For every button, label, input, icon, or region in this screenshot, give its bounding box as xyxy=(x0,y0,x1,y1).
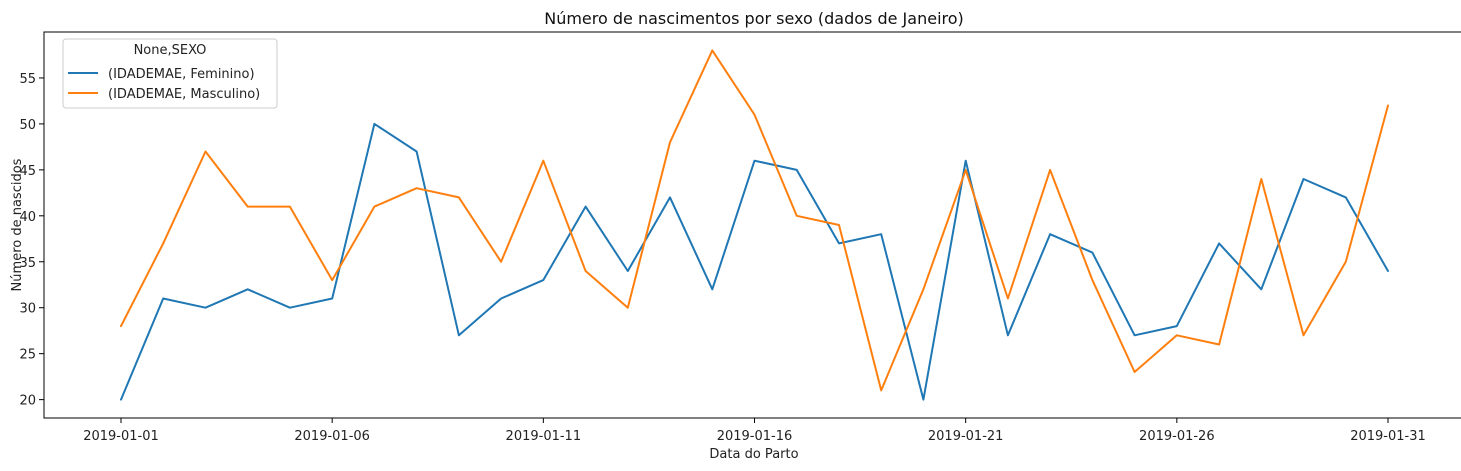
x-tick-label: 2019-01-16 xyxy=(717,429,793,444)
series-line-feminino xyxy=(120,122,1389,401)
x-tick-label: 2019-01-01 xyxy=(83,429,159,444)
legend-box xyxy=(62,38,278,109)
legend: None,SEXO (IDADEMAE, Feminino) (IDADEMAE… xyxy=(62,38,278,109)
y-tick-label: 20 xyxy=(19,394,36,409)
y-axis-title: Número de nascidos xyxy=(10,158,25,291)
y-tick-label: 45 xyxy=(19,164,36,179)
x-tick-label: 2019-01-11 xyxy=(506,429,582,444)
legend-label-feminino: (IDADEMAE, Feminino) xyxy=(108,67,255,82)
x-tick-label: 2019-01-06 xyxy=(294,429,370,444)
y-axis: 20 25 30 35 40 45 50 55 xyxy=(19,72,44,409)
y-tick-label: 50 xyxy=(19,118,36,133)
chart-title: Número de nascimentos por sexo (dados de… xyxy=(544,9,964,28)
y-tick-label: 55 xyxy=(19,72,36,87)
x-axis: 2019-01-01 2019-01-06 2019-01-11 2019-01-16… xyxy=(83,418,1426,444)
x-axis-title: Data do Parto xyxy=(709,447,798,462)
y-tick-label: 35 xyxy=(19,256,36,271)
series-layer xyxy=(120,49,1389,401)
series-line-masculino xyxy=(120,49,1389,392)
x-tick-label: 2019-01-21 xyxy=(928,429,1004,444)
y-tick-label: 25 xyxy=(19,348,36,363)
x-tick-label: 2019-01-26 xyxy=(1139,429,1215,444)
y-tick-label: 40 xyxy=(19,210,36,225)
plot-frame xyxy=(43,31,1461,419)
x-tick-label: 2019-01-31 xyxy=(1350,429,1426,444)
legend-title: None,SEXO xyxy=(134,43,207,58)
legend-label-masculino: (IDADEMAE, Masculino) xyxy=(108,87,260,102)
y-tick-label: 30 xyxy=(19,302,36,317)
